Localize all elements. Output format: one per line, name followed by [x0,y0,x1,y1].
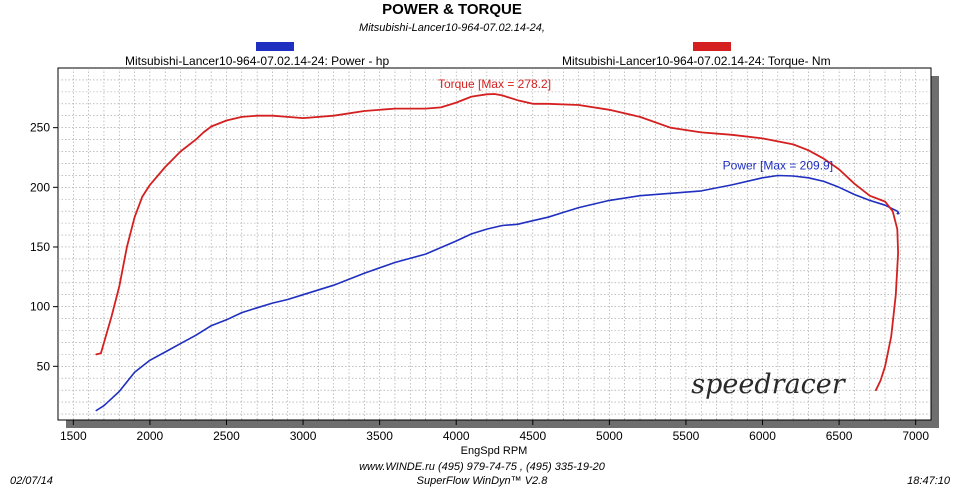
legend-torque-swatch [693,42,731,51]
footer-contacts: www.WINDE.ru (495) 979-74-75 , (495) 335… [359,461,606,473]
x-axis-label: EngSpd RPM [461,445,528,457]
torque-max-annotation: Torque [Max = 278.2] [438,77,551,91]
chart-subtitle: Mitsubishi-Lancer10-964-07.02.14-24, [359,22,545,34]
y-axis-ticks: 50 100 150 200 250 [30,121,58,373]
power-max-annotation: Power [Max = 209.9] [723,159,833,173]
x-tick-label: 2000 [137,429,164,443]
plot-area [57,67,932,421]
y-tick-label: 200 [30,180,50,194]
x-tick-label: 1500 [60,429,87,443]
x-tick-label: 4000 [443,429,470,443]
footer-time: 18:47:10 [907,475,951,487]
legend-power-swatch [256,42,294,51]
y-tick-label: 250 [30,121,50,135]
x-tick-label: 6000 [749,429,776,443]
y-tick-label: 50 [37,359,51,373]
chart-title: POWER & TORQUE [382,1,522,18]
x-tick-label: 5000 [596,429,623,443]
legend-power-label: Mitsubishi-Lancer10-964-07.02.14-24: Pow… [125,54,389,68]
legend-torque-label: Mitsubishi-Lancer10-964-07.02.14-24: Tor… [562,54,831,68]
footer-date: 02/07/14 [10,475,53,487]
annotations: Torque [Max = 278.2] Power [Max = 209.9] [438,77,833,172]
x-tick-label: 4500 [519,429,546,443]
series-group [95,93,900,412]
x-tick-label: 3500 [366,429,393,443]
x-tick-label: 3000 [290,429,317,443]
x-tick-label: 7000 [902,429,929,443]
watermark-text: speedracer [691,369,846,400]
grid [58,68,931,420]
y-tick-label: 100 [30,300,50,314]
x-tick-label: 2500 [213,429,240,443]
x-tick-label: 6500 [826,429,853,443]
x-axis-ticks: 1500 2000 2500 3000 3500 4000 4500 5000 5500 6000… [60,420,929,443]
y-tick-label: 150 [30,240,50,254]
footer-software: SuperFlow WinDyn™ V2.8 [417,475,549,487]
torque-series-line [95,93,899,392]
power-series-line [95,174,900,412]
x-tick-label: 5500 [673,429,700,443]
